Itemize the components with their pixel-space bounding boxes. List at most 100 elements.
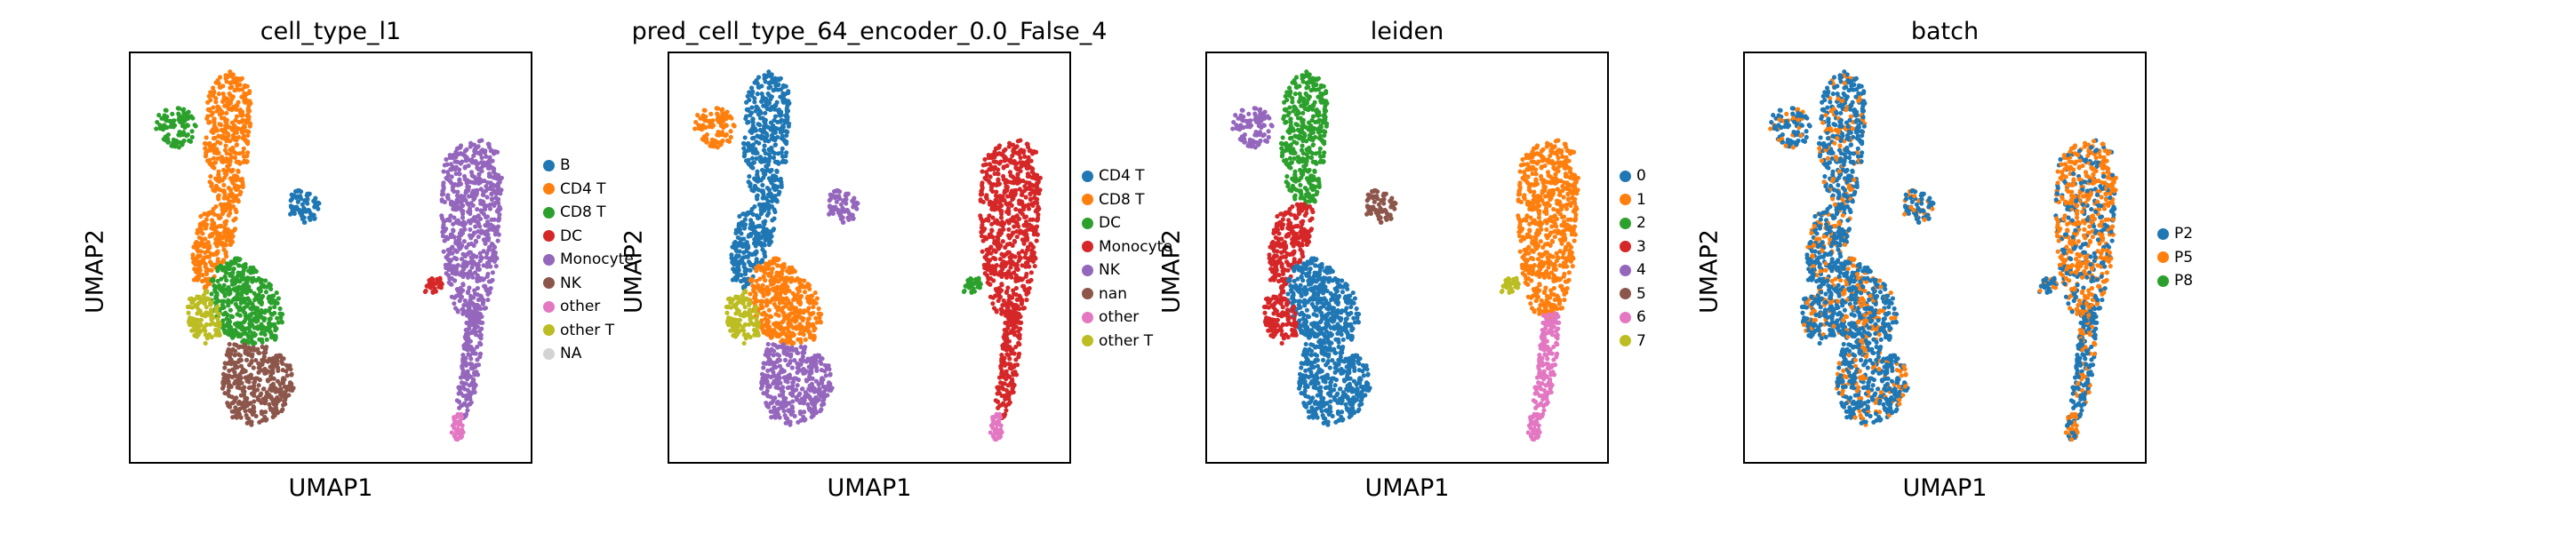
scatter-point [766, 205, 772, 211]
scatter-point [468, 220, 473, 226]
scatter-point [751, 160, 757, 165]
scatter-point [193, 276, 199, 282]
scatter-point [819, 407, 824, 412]
scatter-point [778, 290, 784, 295]
scatter-point [246, 103, 252, 108]
scatter-point [295, 199, 300, 204]
scatter-point [989, 221, 995, 227]
scatter-point [714, 106, 719, 111]
scatter-point [251, 306, 257, 311]
scatter-point [228, 193, 233, 198]
scatter-point [268, 282, 273, 288]
scatter-point [1018, 155, 1023, 161]
scatter-point [241, 320, 246, 325]
scatter-point [447, 152, 452, 158]
scatter-point [763, 287, 768, 292]
scatter-point [453, 149, 459, 155]
scatter-point [759, 136, 764, 141]
scatter-point [759, 383, 765, 388]
scatter-point [797, 400, 803, 405]
scatter-point [260, 386, 267, 392]
scatter-point [780, 99, 786, 104]
scatter-point [458, 386, 463, 391]
scatter-point [481, 249, 486, 254]
scatter-point [252, 389, 257, 394]
scatter-point [454, 287, 460, 292]
scatter-point [980, 180, 985, 186]
scatter-point [1007, 259, 1012, 266]
scatter-point [743, 116, 748, 122]
scatter-point [207, 234, 212, 239]
scatter-point [240, 272, 246, 277]
scatter-point [787, 318, 792, 323]
scatter-point [244, 290, 250, 296]
scatter-point [228, 242, 233, 248]
scatter-point [780, 385, 786, 390]
scatter-point [763, 73, 768, 78]
scatter-point [208, 162, 213, 167]
scatter-point [174, 140, 180, 147]
scatter-point [742, 322, 748, 327]
scatter-point [761, 147, 767, 153]
scatter-point [766, 152, 772, 157]
scatter-point [476, 176, 482, 181]
scatter-point [474, 254, 479, 259]
scatter-point [220, 383, 227, 388]
scatter-point [790, 389, 796, 394]
scatter-point [1013, 145, 1019, 150]
scatter-point [458, 433, 463, 438]
legend-swatch [543, 159, 555, 171]
scatter-point [819, 380, 825, 386]
scatter-point [221, 282, 227, 288]
scatter-point [457, 291, 463, 297]
scatter-point [838, 202, 844, 207]
scatter-point [1001, 298, 1006, 304]
scatter-point [231, 259, 236, 265]
scatter-point [484, 251, 490, 256]
scatter-point [801, 410, 807, 415]
scatter-point [263, 308, 268, 314]
scatter-point [1010, 153, 1015, 158]
scatter-point [232, 276, 237, 282]
scatter-point [1006, 227, 1012, 233]
scatter-point [270, 355, 276, 361]
scatter-point [451, 204, 456, 210]
scatter-point [444, 177, 451, 182]
scatter-point [460, 311, 466, 316]
scatter-point [991, 306, 997, 311]
scatter-point [468, 241, 474, 247]
scatter-point [267, 402, 272, 407]
scatter-point [788, 360, 793, 366]
scatter-point [203, 283, 208, 289]
scatter-point [979, 234, 985, 239]
scatter-point [756, 265, 762, 270]
scatter-point [234, 209, 239, 215]
scatter-point [1021, 283, 1027, 289]
scatter-point [481, 237, 486, 243]
scatter-point [1012, 254, 1018, 259]
scatter-point [1025, 259, 1030, 266]
scatter-point [775, 134, 780, 139]
scatter-point [206, 107, 212, 112]
cluster-right-blob [827, 187, 860, 225]
scatter-point [755, 133, 760, 139]
scatter-point [992, 201, 998, 206]
scatter-point [753, 243, 758, 249]
scatter-point [789, 275, 795, 281]
scatter-point [795, 383, 800, 388]
scatter-point [224, 287, 229, 292]
scatter-point [739, 278, 744, 284]
scatter-point [768, 314, 774, 320]
scatter-point [210, 321, 215, 326]
scatter-point [226, 212, 231, 218]
scatter-point [991, 167, 996, 172]
scatter-point [475, 214, 480, 219]
scatter-point [741, 332, 747, 338]
scatter-point [232, 155, 238, 161]
scatter-point [252, 325, 258, 330]
scatter-point [227, 317, 232, 322]
scatter-point [995, 171, 1000, 177]
scatter-point [204, 158, 211, 163]
scatter-point [248, 318, 253, 323]
scatter-point [1006, 353, 1012, 358]
